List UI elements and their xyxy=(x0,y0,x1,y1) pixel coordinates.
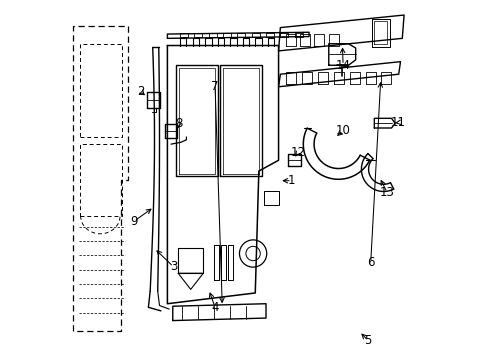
Text: 7: 7 xyxy=(211,80,219,93)
Text: 9: 9 xyxy=(130,215,138,228)
Text: 12: 12 xyxy=(290,145,305,158)
Text: 1: 1 xyxy=(287,174,295,187)
Text: 4: 4 xyxy=(211,301,219,314)
Text: 2: 2 xyxy=(137,85,144,98)
Text: 13: 13 xyxy=(379,186,394,199)
Text: 6: 6 xyxy=(366,256,374,269)
Text: 5: 5 xyxy=(364,334,371,347)
Text: 8: 8 xyxy=(175,117,182,130)
Text: 11: 11 xyxy=(390,116,405,129)
Text: 10: 10 xyxy=(335,124,350,137)
Text: 14: 14 xyxy=(335,59,350,72)
Text: 3: 3 xyxy=(169,260,177,273)
